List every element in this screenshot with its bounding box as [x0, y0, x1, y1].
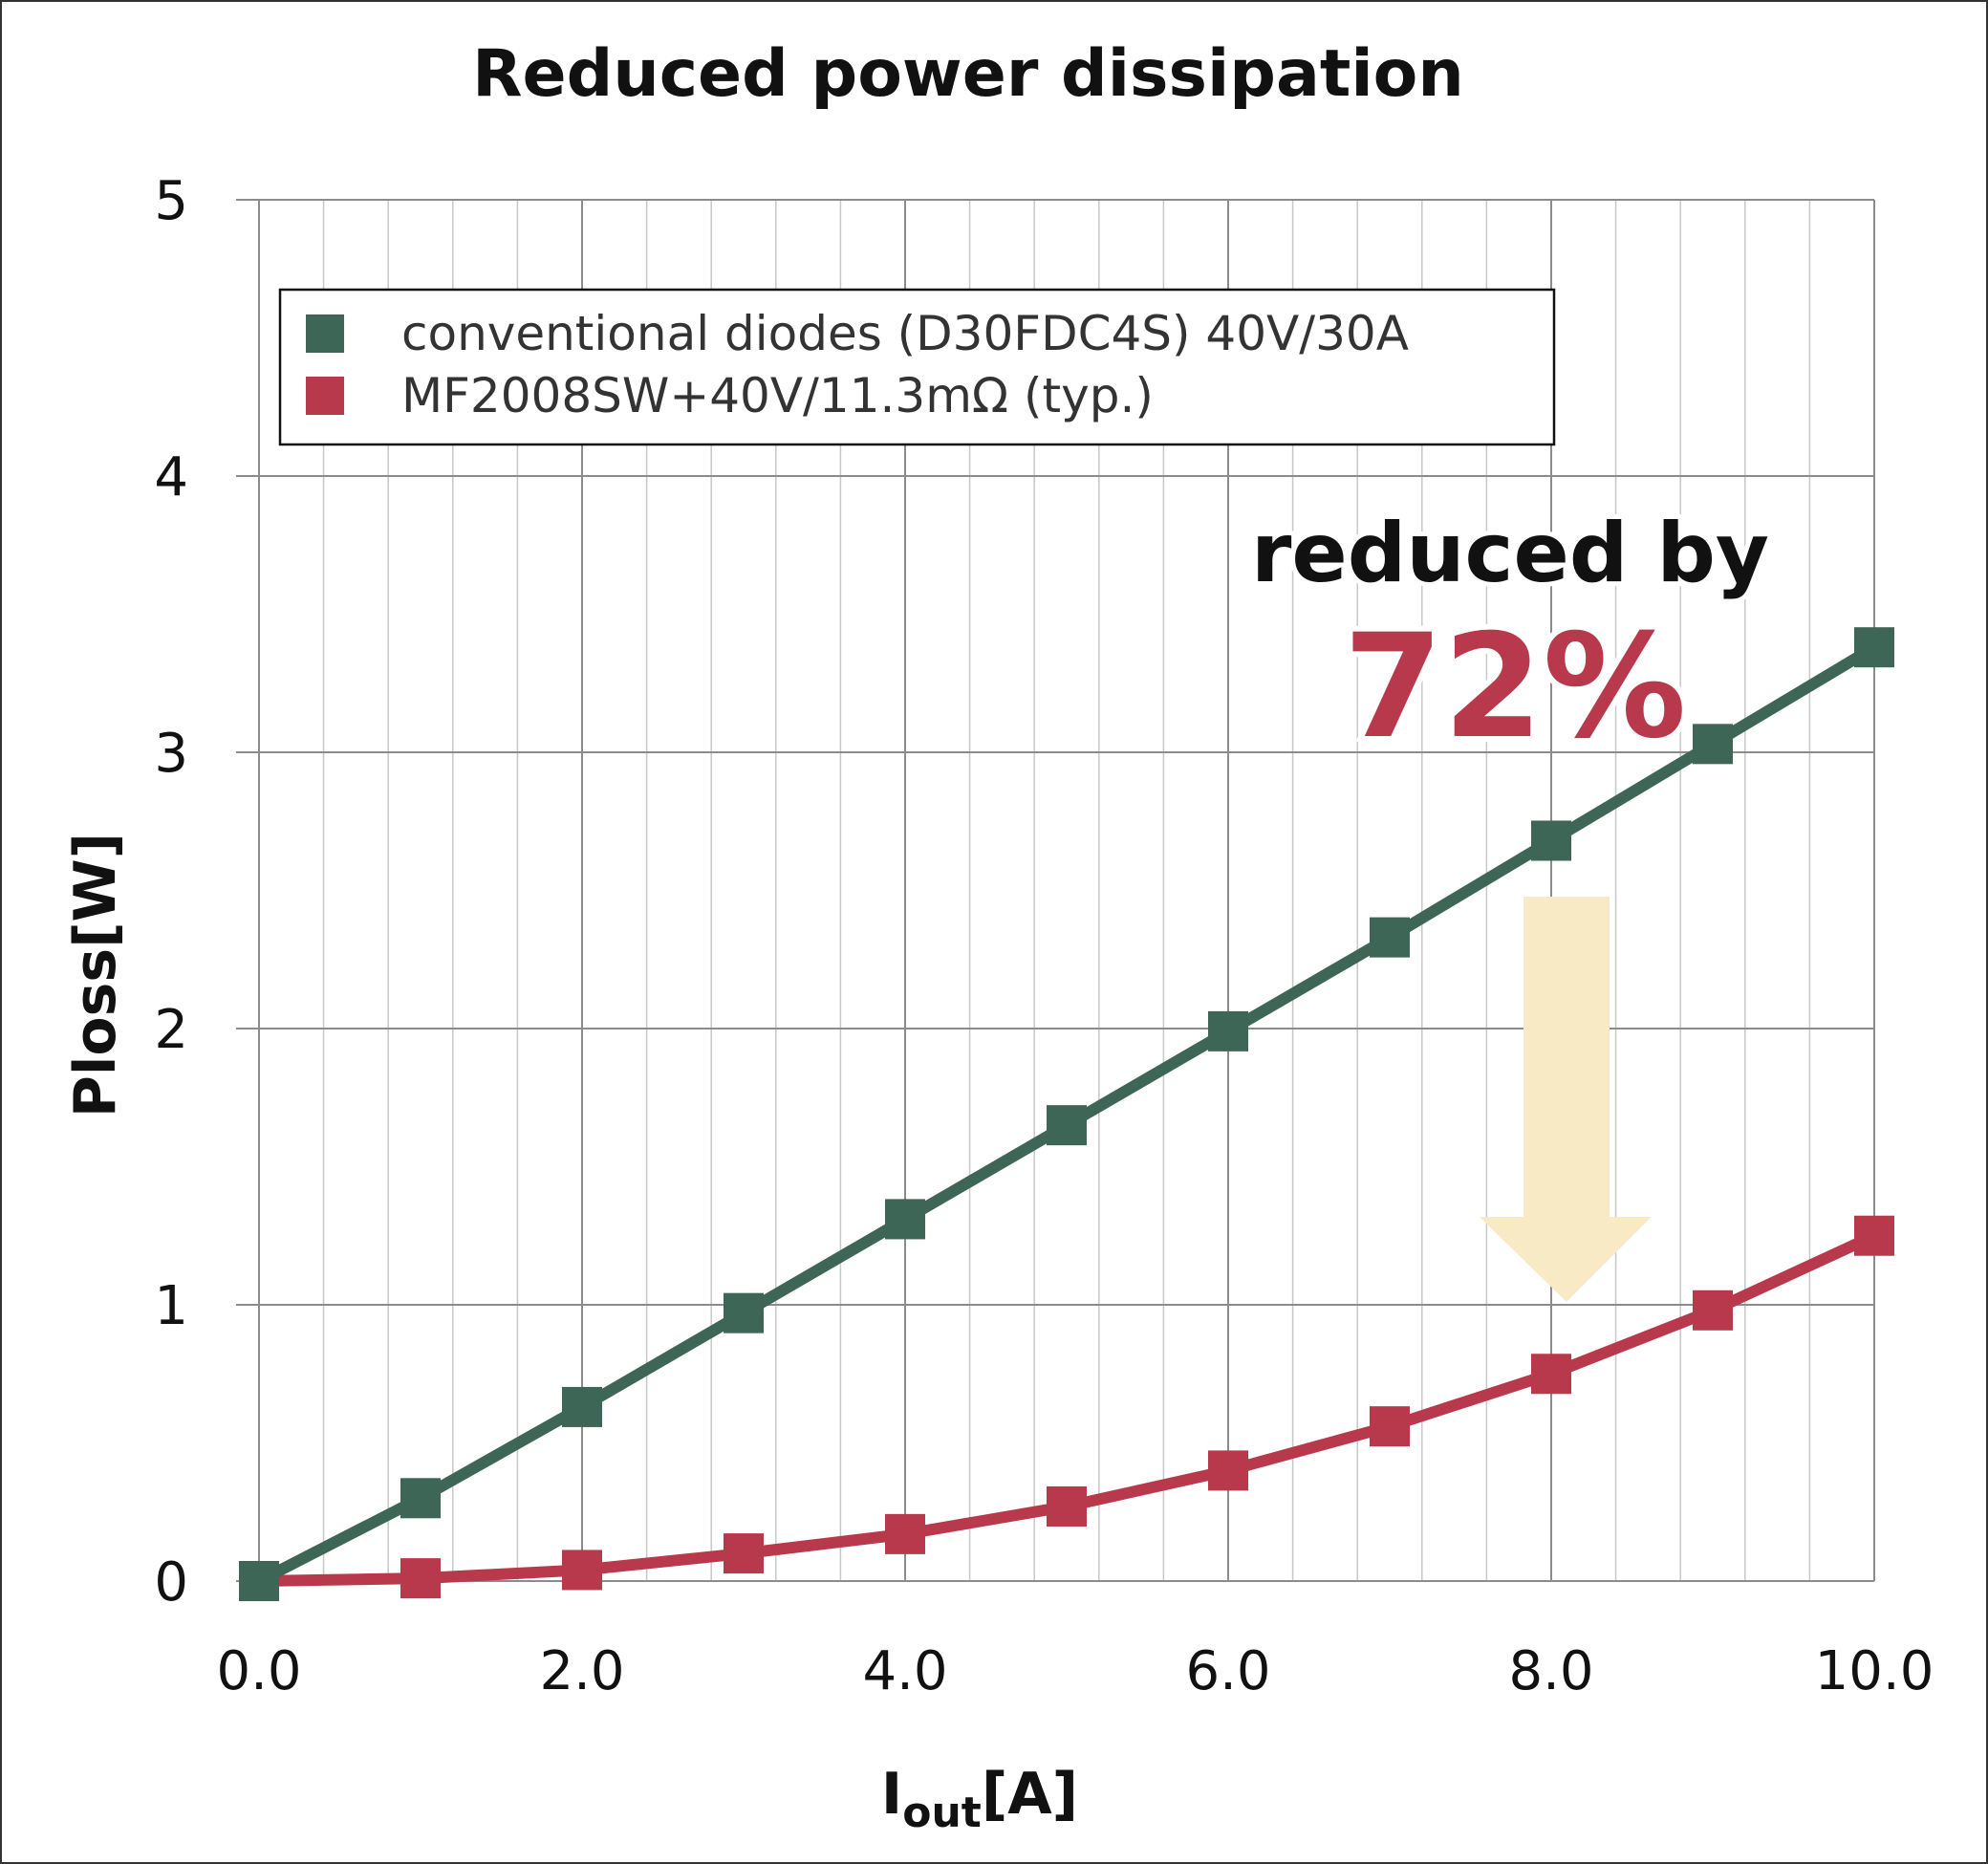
y-tick-label: 2 — [154, 999, 188, 1061]
data-point — [239, 1561, 279, 1601]
series-line — [258, 1230, 1877, 1587]
x-axis-label-sub: out — [902, 1788, 982, 1837]
series-1 — [239, 1215, 1894, 1601]
y-tick-label: 4 — [154, 446, 188, 509]
y-tick-label: 3 — [154, 723, 188, 785]
data-point — [724, 1533, 764, 1574]
data-point — [1047, 1105, 1087, 1146]
data-point — [400, 1558, 441, 1599]
y-tick-label: 1 — [154, 1275, 188, 1337]
y-tick-label: 0 — [154, 1551, 188, 1614]
data-point — [562, 1550, 602, 1591]
legend-label-conventional: conventional diodes (D30FDC4S) 40V/30A — [401, 306, 1409, 361]
data-point — [1208, 1450, 1248, 1491]
legend-swatch-mf2008sw — [306, 377, 344, 415]
legend-box — [278, 288, 1556, 446]
x-axis-label-main: I — [881, 1761, 902, 1828]
annotation-reduced-by: reduced by — [1251, 506, 1769, 601]
y-tick-labels: 0 1 2 3 4 5 — [154, 170, 188, 1614]
annotation-percent: 72% — [1343, 604, 1686, 770]
data-point — [1370, 917, 1410, 958]
x-axis-label-unit: [A] — [982, 1761, 1078, 1828]
data-point — [885, 1199, 925, 1240]
x-tick-label: 2.0 — [539, 1640, 624, 1702]
legend: conventional diodes (D30FDC4S) 40V/30A M… — [278, 288, 1556, 446]
y-tick-label: 5 — [154, 170, 188, 232]
series-group — [239, 627, 1894, 1601]
y-axis-label: Ploss[W] — [62, 833, 129, 1117]
x-tick-label: 0.0 — [216, 1640, 301, 1702]
series-0 — [239, 627, 1894, 1601]
data-point — [562, 1386, 602, 1427]
data-point — [1370, 1406, 1410, 1447]
data-point — [1693, 724, 1733, 765]
data-point — [724, 1292, 764, 1333]
x-tick-label: 4.0 — [862, 1640, 947, 1702]
data-point — [1854, 627, 1894, 668]
data-point — [885, 1513, 925, 1554]
x-tick-label: 6.0 — [1185, 1640, 1270, 1702]
reduction-arrow — [1480, 897, 1652, 1302]
data-point — [1693, 1290, 1733, 1331]
data-point — [1531, 1354, 1571, 1395]
legend-label-mf2008sw: MF2008SW+40V/11.3mΩ (typ.) — [401, 368, 1154, 423]
data-point — [400, 1478, 441, 1519]
x-tick-label: 10.0 — [1815, 1640, 1934, 1702]
data-point — [1208, 1010, 1248, 1051]
x-axis-label: Iout[A] — [881, 1761, 1078, 1837]
x-tick-label: 8.0 — [1508, 1640, 1593, 1702]
chart-title: Reduced power dissipation — [472, 36, 1464, 112]
data-point — [1854, 1215, 1894, 1256]
data-point — [1047, 1485, 1087, 1527]
data-point — [1531, 820, 1571, 861]
legend-swatch-conventional — [306, 314, 344, 353]
x-tick-labels: 0.0 2.0 4.0 6.0 8.0 10.0 — [216, 1640, 1934, 1702]
